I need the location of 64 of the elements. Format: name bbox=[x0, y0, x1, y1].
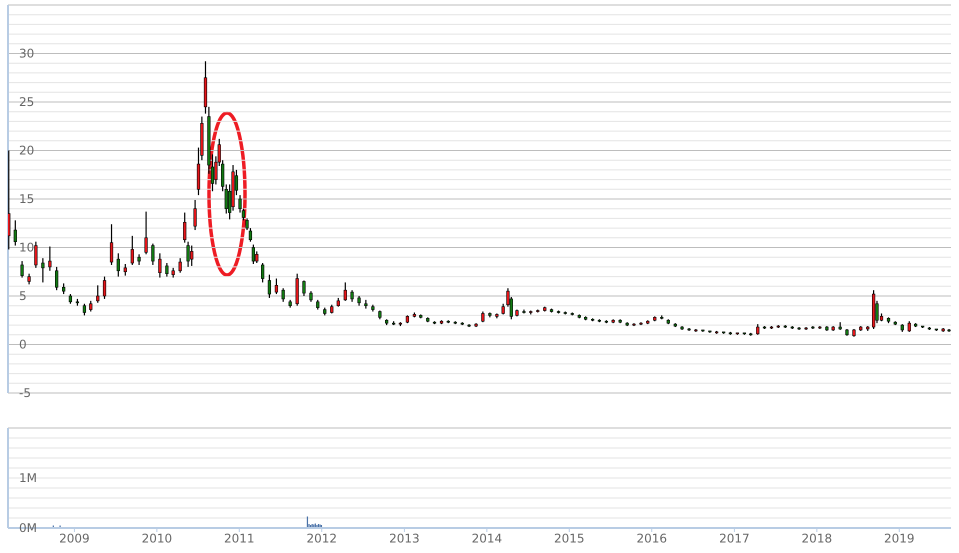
candlestick bbox=[68, 293, 72, 304]
x-tick-label: 2018 bbox=[802, 532, 832, 546]
candlestick bbox=[316, 299, 320, 310]
x-tick-label: 2017 bbox=[719, 532, 750, 546]
candlestick bbox=[193, 199, 197, 231]
candlestick bbox=[124, 263, 127, 276]
candlestick bbox=[110, 224, 114, 266]
candlestick bbox=[302, 280, 306, 297]
candlestick bbox=[34, 241, 38, 268]
x-tick-label: 2010 bbox=[142, 532, 172, 546]
candlestick bbox=[62, 282, 66, 295]
candlestick bbox=[102, 276, 106, 300]
candlestick bbox=[252, 244, 255, 265]
x-tick-label: 2012 bbox=[306, 532, 338, 546]
candlestick bbox=[41, 258, 44, 284]
y-tick-label: 20 bbox=[19, 144, 34, 158]
x-tick-label: 2009 bbox=[59, 532, 90, 546]
candlestick bbox=[344, 282, 347, 302]
candlestick bbox=[8, 150, 10, 250]
candlestick bbox=[186, 241, 190, 268]
candlestick bbox=[130, 235, 134, 266]
y-tick-label: 5 bbox=[19, 289, 27, 303]
candlestick bbox=[255, 250, 258, 264]
y-tick-label: -5 bbox=[19, 386, 31, 400]
candlestick bbox=[357, 295, 361, 306]
candlestick bbox=[151, 243, 154, 266]
y-tick-label: 1M bbox=[19, 471, 37, 485]
candlestick bbox=[282, 288, 285, 302]
candlestick bbox=[20, 260, 24, 278]
candlestick bbox=[178, 258, 182, 274]
x-tick-label: 2016 bbox=[636, 532, 667, 546]
candlestick bbox=[14, 220, 17, 246]
candlestick bbox=[137, 254, 141, 266]
candlestick bbox=[190, 244, 194, 267]
y-tick-label: 0 bbox=[19, 338, 27, 352]
candlestick bbox=[55, 266, 58, 291]
candlestick bbox=[116, 252, 120, 278]
candlestick bbox=[96, 284, 100, 304]
candlestick bbox=[908, 320, 911, 332]
candlestick bbox=[82, 303, 86, 316]
y-tick-label: 30 bbox=[19, 46, 34, 60]
y-tick-label: 25 bbox=[19, 95, 34, 109]
y-tick-label: 15 bbox=[19, 192, 34, 206]
candlestick bbox=[89, 300, 92, 312]
x-tick-label: 2013 bbox=[389, 532, 420, 546]
candlestick bbox=[274, 278, 278, 295]
candlestick bbox=[165, 262, 168, 278]
candlestick bbox=[144, 211, 148, 255]
y-tick-label: 10 bbox=[19, 240, 34, 254]
x-tick-label: 2014 bbox=[472, 532, 502, 546]
candlestick bbox=[183, 212, 186, 244]
x-tick-label: 2015 bbox=[554, 532, 585, 546]
candlestick bbox=[261, 262, 264, 284]
candlestick bbox=[27, 273, 31, 285]
candlestick bbox=[756, 324, 760, 336]
candlestick bbox=[481, 310, 484, 323]
candlestick bbox=[172, 267, 175, 278]
candlestick bbox=[502, 303, 505, 316]
y-tick-label: 0M bbox=[19, 521, 37, 535]
x-tick-label: 2019 bbox=[884, 532, 915, 546]
candlestick bbox=[158, 252, 162, 278]
candlestick bbox=[48, 246, 52, 272]
x-tick-label: 2011 bbox=[224, 532, 255, 546]
candlestick bbox=[268, 274, 272, 299]
